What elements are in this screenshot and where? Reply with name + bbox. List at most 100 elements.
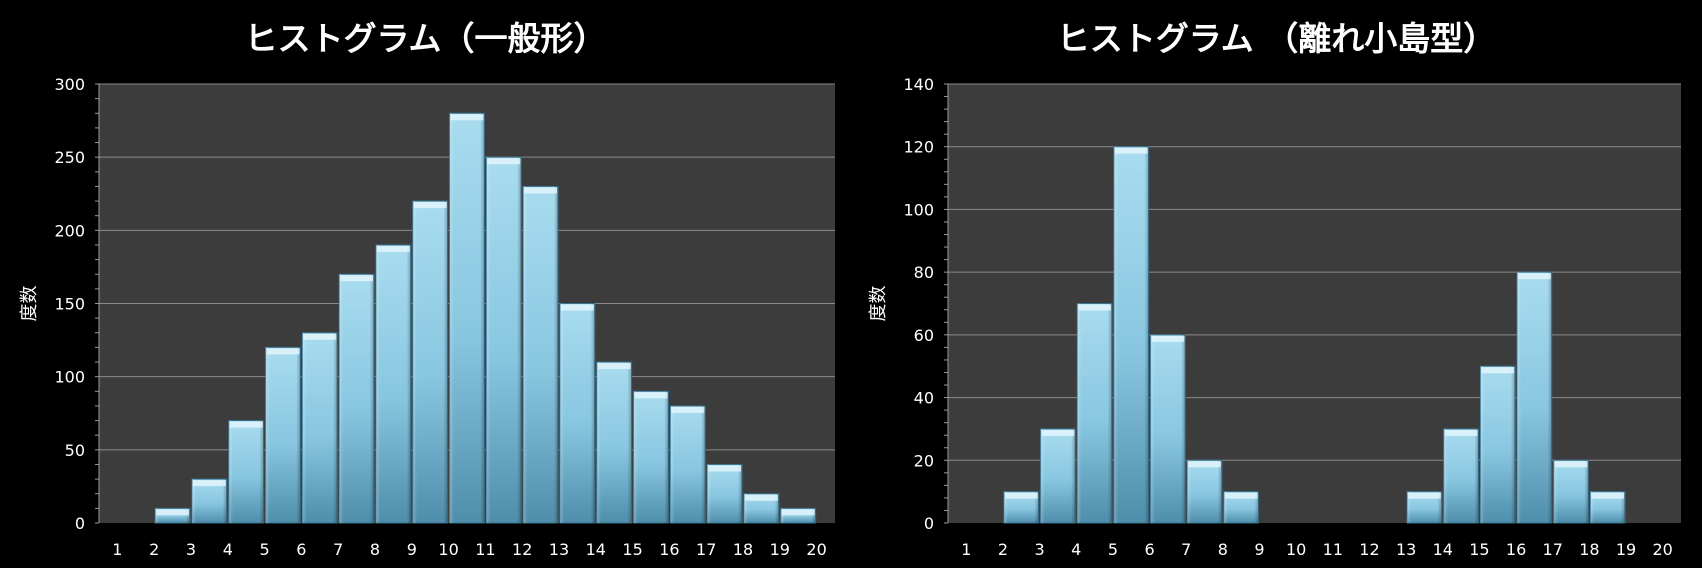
y-tick-label: 0	[924, 514, 934, 533]
histogram-island-panel: 0 20 40 60 80 100 120 140 度数 1 2 3 4 5 6 7 8 9 10 11 12 13 14 1…	[851, 0, 1702, 568]
x-tick-label: 16	[1506, 540, 1526, 559]
bar-bevel	[1151, 335, 1185, 342]
x-tick-label: 7	[333, 540, 343, 559]
bar	[1186, 459, 1223, 524]
bar	[1076, 303, 1113, 524]
x-tick-label: 17	[696, 540, 716, 559]
chart-title: ヒストグラム（一般形）	[244, 19, 607, 58]
x-tick-label: 12	[512, 540, 532, 559]
bar-bevel	[781, 509, 815, 516]
bar-shading	[560, 303, 595, 523]
bar-bevel	[229, 421, 263, 428]
bar-bevel	[1554, 461, 1588, 468]
y-tick-label: 250	[54, 148, 85, 167]
x-tick-label: 8	[1218, 540, 1228, 559]
y-tick-label: 0	[75, 514, 85, 533]
x-tick-label: 12	[1359, 540, 1379, 559]
bar-bevel	[1114, 147, 1148, 154]
y-tick-label: 120	[903, 138, 934, 157]
x-tick-label: 2	[149, 540, 159, 559]
bar	[338, 273, 375, 524]
x-tick-label: 13	[549, 540, 569, 559]
bar-bevel	[708, 465, 741, 472]
bar-shading	[265, 347, 301, 523]
x-tick-label: 14	[1433, 540, 1453, 559]
x-tick-label: 9	[1254, 540, 1264, 559]
x-tick-label: 10	[438, 540, 458, 559]
bar-shading	[707, 464, 742, 523]
x-tick-label: 14	[586, 540, 606, 559]
x-tick-label: 3	[186, 540, 196, 559]
bar	[706, 463, 743, 524]
x-tick-label: 19	[1616, 540, 1636, 559]
bar-shading	[302, 332, 338, 523]
bar-bevel	[193, 480, 226, 487]
bar-shading	[1480, 366, 1516, 523]
bar-bevel	[745, 494, 778, 501]
bar-bevel	[1591, 492, 1625, 499]
x-tick-label: 8	[370, 540, 380, 559]
y-tick-label: 40	[914, 389, 934, 408]
bar-shading	[412, 201, 448, 524]
y-axis-label: 度数	[868, 286, 889, 322]
bar-shading	[339, 274, 374, 523]
bar-shading	[1187, 460, 1222, 523]
bar-bevel	[450, 114, 484, 121]
x-tick-label: 10	[1286, 540, 1306, 559]
y-tick-label: 200	[54, 221, 85, 240]
bar	[669, 405, 706, 524]
x-tick-label: 6	[296, 540, 306, 559]
bar-bevel	[1481, 367, 1515, 374]
bar	[1589, 491, 1626, 524]
bar-shading	[633, 391, 669, 523]
bar	[1113, 146, 1150, 524]
y-axis-label: 度数	[19, 286, 40, 322]
bar-bevel	[1078, 304, 1111, 311]
y-tick-label: 100	[54, 368, 85, 387]
bar	[449, 112, 485, 524]
x-tick-label: 6	[1144, 540, 1154, 559]
y-tick-label: 50	[65, 441, 85, 460]
bar	[1479, 365, 1516, 524]
bar-bevel	[156, 509, 189, 516]
x-tick-label: 20	[1652, 540, 1672, 559]
bar	[191, 478, 228, 524]
y-tick-label: 20	[914, 451, 934, 470]
bar-bevel	[266, 348, 300, 355]
bar-bevel	[597, 363, 631, 370]
y-tick-label: 60	[914, 326, 934, 345]
bar-bevel	[1224, 492, 1258, 499]
histogram-general-panel: 0 50 100 150 200 250 300 度数 1 2 3 4 5 6 7 8 9 10 11 12 13 14 1…	[19, 19, 835, 559]
x-tick-label: 4	[223, 540, 233, 559]
bar-bevel	[634, 392, 668, 399]
bar-bevel	[1444, 429, 1478, 436]
x-tick-label: 13	[1396, 540, 1416, 559]
x-tick-label: 4	[1071, 540, 1081, 559]
bar	[596, 361, 633, 524]
x-tick-label: 5	[1108, 540, 1118, 559]
x-tick-label: 1	[961, 540, 971, 559]
x-tick-label: 1	[112, 540, 122, 559]
x-tick-label: 18	[1579, 540, 1599, 559]
bar	[1553, 459, 1589, 524]
bar-bevel	[340, 275, 373, 282]
bar-bevel	[413, 202, 447, 209]
bar	[301, 332, 338, 524]
x-tick-label: 5	[260, 540, 270, 559]
y-tick-label: 300	[54, 75, 85, 94]
bar-bevel	[1408, 492, 1441, 499]
bar	[375, 244, 412, 524]
x-tick-label: 19	[770, 540, 790, 559]
bar	[1150, 334, 1186, 524]
bar	[780, 507, 817, 524]
x-tick-label: 18	[733, 540, 753, 559]
bar	[633, 390, 669, 524]
y-tick-label: 140	[903, 75, 934, 94]
y-tick-label: 80	[914, 263, 934, 282]
bar-shading	[1517, 272, 1552, 523]
y-tick-label: 150	[54, 295, 85, 314]
bar-shading	[1040, 428, 1076, 523]
x-tick-label: 20	[806, 540, 826, 559]
